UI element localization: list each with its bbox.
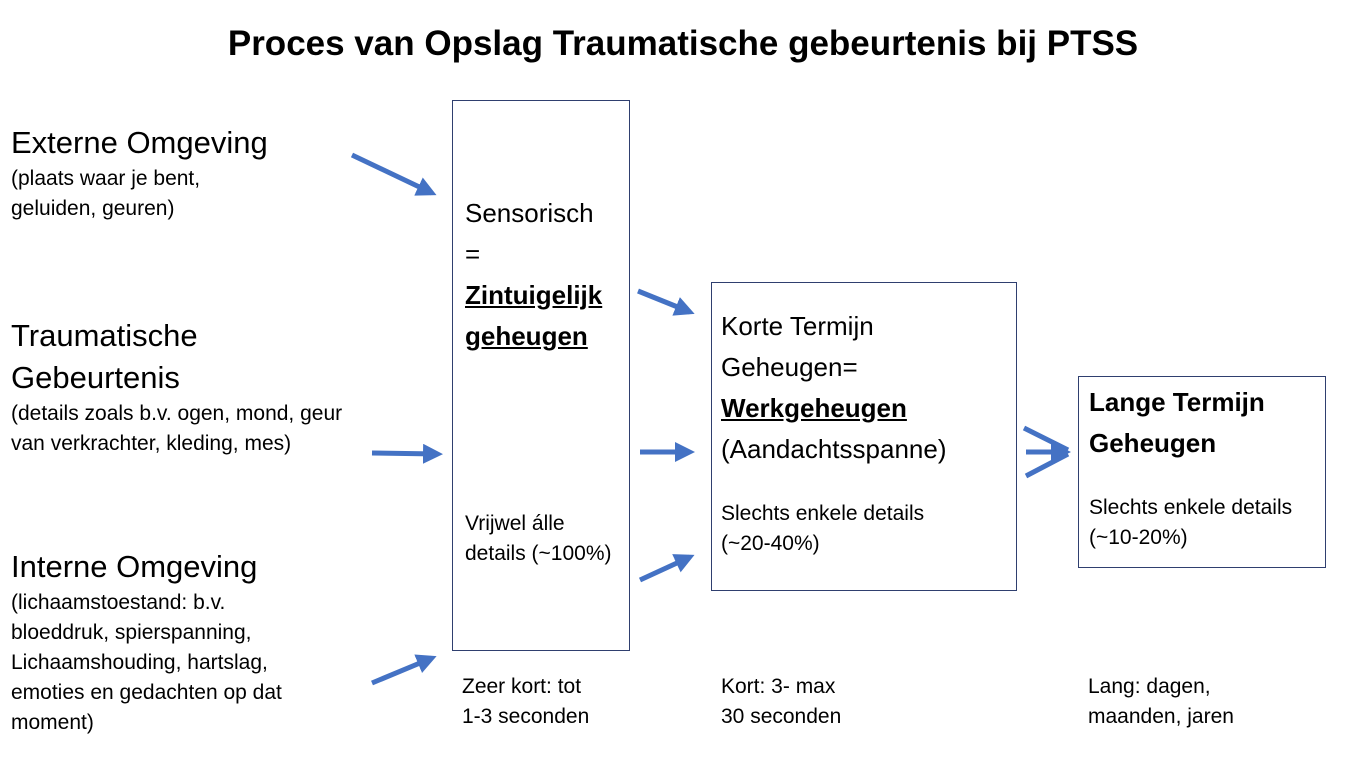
sensory-memory-box: Sensorisch = Zintuigelijk geheugen Vrijw… <box>452 100 630 651</box>
detail-line: bloeddruk, spierspanning, <box>11 621 252 644</box>
long-term-duration: Lang: dagen, maanden, jaren <box>1088 672 1234 732</box>
diagram-title: Proces van Opslag Traumatische gebeurten… <box>227 24 1139 63</box>
box-detail: Slechts enkele details <box>721 502 925 525</box>
box-detail: Vrijwel álle <box>465 512 565 535</box>
duration-line: Zeer kort: tot <box>462 675 582 698</box>
heading: Traumatische <box>11 318 198 353</box>
detail-line: geluiden, geuren) <box>11 197 175 220</box>
duration-line: Lang: dagen, <box>1088 675 1211 698</box>
heading: Externe Omgeving <box>11 125 268 160</box>
box-text: Sensorisch <box>465 198 594 228</box>
input-traumatic-event: Traumatische Gebeurtenis (details zoals … <box>11 315 342 459</box>
short-term-duration: Kort: 3- max 30 seconden <box>721 672 841 732</box>
detail-line: (lichaamstoestand: b.v. <box>11 591 226 614</box>
arrow <box>638 554 695 583</box>
box-bold-text: Zintuigelijk <box>465 280 603 310</box>
detail-line: moment) <box>11 711 94 734</box>
short-term-memory-box: Korte Termijn Geheugen= Werkgeheugen (Aa… <box>711 282 1017 591</box>
box-detail: details (~100%) <box>465 542 612 565</box>
duration-line: Kort: 3- max <box>721 675 836 698</box>
detail-line: (details zoals b.v. ogen, mond, geur <box>11 402 343 425</box>
box-detail: Slechts enkele details <box>1089 496 1293 519</box>
arrow <box>637 288 695 316</box>
sensory-duration: Zeer kort: tot 1-3 seconden <box>462 672 589 732</box>
duration-line: 30 seconden <box>721 705 842 728</box>
box-text: = <box>465 239 481 269</box>
long-term-memory-box: Lange Termijn Geheugen Slechts enkele de… <box>1078 376 1326 568</box>
heading: Gebeurtenis <box>11 360 180 395</box>
detail-line: emoties en gedachten op dat <box>11 681 282 704</box>
arrow <box>371 654 437 686</box>
box-bold-text: geheugen <box>465 321 588 351</box>
detail-line: (plaats waar je bent, <box>11 167 201 190</box>
duration-line: maanden, jaren <box>1088 705 1234 728</box>
box-bold-text: Lange Termijn <box>1089 387 1265 417</box>
arrow <box>371 443 443 464</box>
duration-line: 1-3 seconden <box>462 705 590 728</box>
arrow <box>350 152 437 196</box>
box-detail: (~10-20%) <box>1089 526 1188 549</box>
detail-line: Lichaamshouding, hartslag, <box>11 651 268 674</box>
arrow <box>1022 425 1070 453</box>
arrow <box>1024 451 1070 479</box>
box-bold-text: Werkgeheugen <box>721 393 907 423</box>
box-bold-text: Geheugen <box>1089 428 1217 458</box>
input-internal-environment: Interne Omgeving (lichaamstoestand: b.v.… <box>11 546 282 738</box>
box-text: Korte Termijn <box>721 311 874 341</box>
box-detail: (~20-40%) <box>721 532 820 555</box>
detail-line: van verkrachter, kleding, mes) <box>11 432 292 455</box>
box-text: (Aandachtsspanne) <box>721 434 947 464</box>
heading: Interne Omgeving <box>11 549 258 584</box>
input-external-environment: Externe Omgeving (plaats waar je bent, g… <box>11 122 268 224</box>
box-text: Geheugen= <box>721 352 858 382</box>
